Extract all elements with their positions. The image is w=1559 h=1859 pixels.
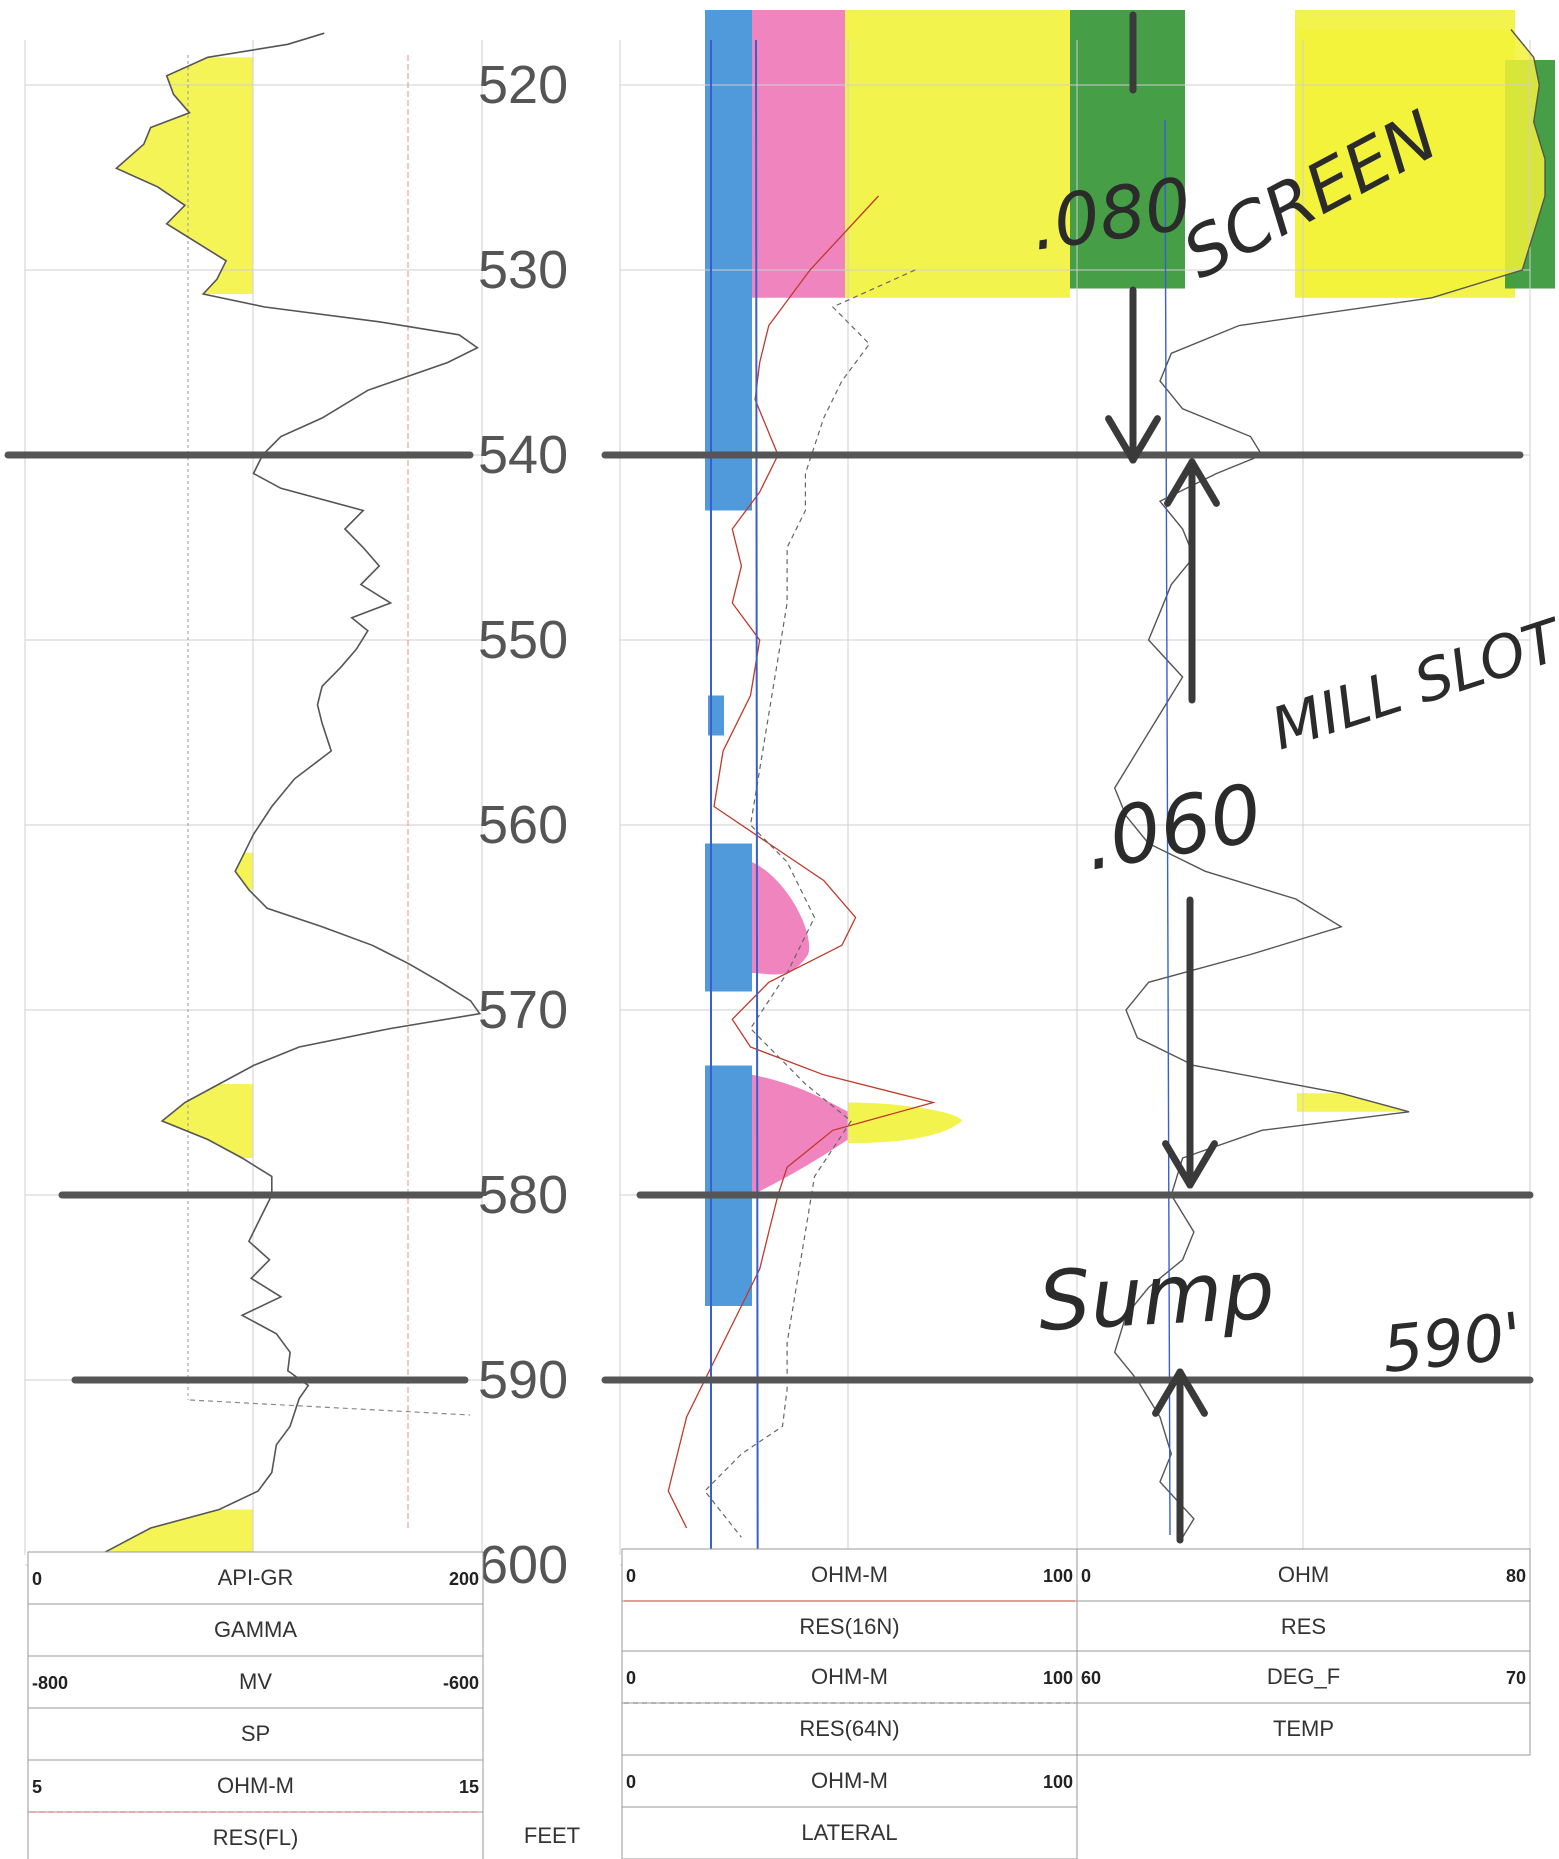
pink-fill-lower: [752, 1074, 848, 1195]
res-track3-fill: [1297, 29, 1545, 298]
scale-right: 100: [1043, 1668, 1073, 1688]
colored-fills: [98, 10, 1555, 1556]
header-name-row: [27, 1707, 484, 1761]
arrow-screen-down-head: [1129, 415, 1161, 464]
curve-unit: OHM-M: [811, 1768, 888, 1793]
res-track3-curve: [1113, 29, 1546, 1538]
gamma-fill: [235, 852, 253, 890]
depth-tick-label: 530: [478, 240, 568, 300]
scale-left: 0: [1081, 1566, 1091, 1586]
yellow-fill-lower: [848, 1102, 962, 1144]
curve-name: RES(64N): [799, 1716, 899, 1741]
scale-right: 100: [1043, 1566, 1073, 1586]
scale-right: 70: [1506, 1668, 1526, 1688]
track-headers: 0 API-GR 200 GAMMA -800 MV -600 SP 5 OHM-M 15 RES(F…: [27, 1548, 1531, 1859]
curve-name: TEMP: [1273, 1716, 1334, 1741]
temp-curve: [1164, 119, 1171, 1536]
header-name-row: [1076, 1600, 1531, 1654]
scale-left: 60: [1081, 1668, 1101, 1688]
sp-curve: [189, 1399, 471, 1416]
arrow-screen-down-head: [1105, 415, 1137, 464]
scale-right: 200: [449, 1569, 479, 1589]
depth-tick-label: 590: [478, 1350, 568, 1410]
scale-right: 80: [1506, 1566, 1526, 1586]
gamma-fill: [116, 57, 254, 294]
blue-fill-lower: [705, 1065, 752, 1306]
curve-name: RES(FL): [213, 1825, 299, 1850]
annotation-590: 590': [1379, 1300, 1526, 1388]
curve-name: GAMMA: [214, 1617, 297, 1642]
curve-unit: API-GR: [218, 1565, 294, 1590]
depth-unit-label: FEET: [524, 1823, 580, 1848]
arrow-mill-up-head: [1164, 458, 1196, 507]
header-scale-row: [27, 1759, 484, 1813]
scale-left: -800: [32, 1673, 68, 1693]
arrow-sump-up-head: [1152, 1368, 1184, 1417]
scale-left: 0: [626, 1772, 636, 1792]
header-scale-row: [621, 1548, 1078, 1602]
annotation-sump: Sump: [1036, 1243, 1277, 1350]
depth-tick-label: 570: [478, 980, 568, 1040]
curve-name: RES: [1281, 1614, 1326, 1639]
header-scale-row: [1076, 1650, 1531, 1704]
curve-name: RES(16N): [799, 1614, 899, 1639]
header-name-row: [27, 1811, 484, 1859]
header-name-row: [1076, 1702, 1531, 1756]
arrow-mill-down-head: [1186, 1140, 1218, 1189]
depth-tick-label: 540: [478, 425, 568, 485]
gamma-curve: [97, 32, 482, 1557]
scale-left: 0: [626, 1566, 636, 1586]
curve-unit: OHM: [1278, 1562, 1329, 1587]
curve-name: SP: [241, 1721, 270, 1746]
scale-right: -600: [443, 1673, 479, 1693]
depth-tick-label: 560: [478, 795, 568, 855]
depth-axis: 520 530 540 550 560 570 580 590 600: [478, 55, 568, 1595]
arrow-sump-up-head: [1176, 1368, 1208, 1417]
scale-left: 5: [32, 1777, 42, 1797]
curve-unit: MV: [239, 1669, 272, 1694]
header-scale-row: [621, 1754, 1078, 1808]
scale-left: 0: [626, 1668, 636, 1688]
curve-unit: OHM-M: [811, 1562, 888, 1587]
depth-tick-label: 600: [478, 1535, 568, 1595]
res16n-curve: [667, 195, 936, 1529]
header-scale-row: [621, 1650, 1078, 1704]
scale-right: 100: [1043, 1772, 1073, 1792]
header-scale-row: [1076, 1548, 1531, 1602]
depth-tick-label: 550: [478, 610, 568, 670]
header-scale-row: [27, 1551, 484, 1605]
depth-markers: [4, 451, 1534, 1384]
pink-fill-upper: [752, 10, 845, 298]
scale-left: 0: [32, 1569, 42, 1589]
header-name-row: [621, 1806, 1078, 1859]
annotation-mill-slot: MILL SLOT: [1263, 605, 1559, 763]
annotation-mill-slot-size: .060: [1077, 766, 1269, 889]
depth-tick-label: 520: [478, 55, 568, 115]
curve-unit: OHM-M: [217, 1773, 294, 1798]
res64n-curve: [704, 269, 916, 1538]
scale-right: 15: [459, 1777, 479, 1797]
gamma-fill: [162, 1084, 253, 1158]
yellow-fill-upper: [845, 10, 1070, 298]
res-track3-fill: [1297, 1093, 1410, 1112]
blue-fill-upper: [705, 10, 752, 511]
curve-name: LATERAL: [801, 1820, 897, 1845]
header-name-row: [621, 1600, 1078, 1654]
arrow-mill-up-head: [1188, 458, 1220, 507]
gamma-fill: [98, 1509, 253, 1556]
curve-unit: DEG_F: [1267, 1664, 1340, 1689]
depth-tick-label: 580: [478, 1165, 568, 1225]
blue-fill-mid: [705, 843, 752, 992]
header-name-row: [621, 1702, 1078, 1756]
arrow-mill-down-head: [1162, 1140, 1194, 1189]
curve-unit: OHM-M: [811, 1664, 888, 1689]
pink-fill-mid: [752, 862, 810, 975]
